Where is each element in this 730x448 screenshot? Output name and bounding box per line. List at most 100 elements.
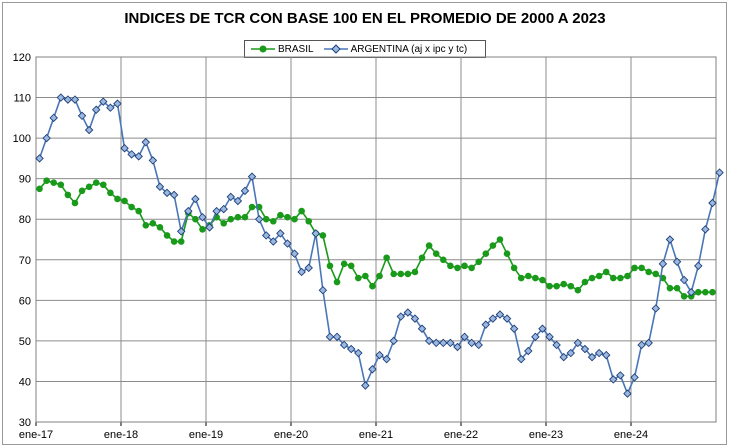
data-point-brasil: [702, 288, 709, 296]
data-point-brasil: [135, 207, 143, 215]
data-point-brasil: [277, 211, 284, 219]
y-tick-label: 80: [19, 214, 31, 226]
data-point-argentina: [679, 275, 689, 285]
data-point-argentina: [439, 338, 448, 348]
data-point-argentina: [254, 214, 264, 224]
legend-item-argentina: ARGENTINA (aj x ipc y tc): [323, 44, 467, 55]
data-point-argentina: [212, 206, 221, 216]
data-point-argentina: [630, 373, 639, 382]
data-point-brasil: [546, 282, 553, 290]
data-point-brasil: [36, 185, 43, 193]
data-point-brasil: [425, 242, 433, 249]
data-point-brasil: [291, 215, 298, 223]
data-point-brasil: [333, 278, 341, 286]
data-point-argentina: [261, 231, 271, 240]
data-point-brasil: [78, 187, 86, 195]
data-point-brasil: [234, 213, 242, 221]
data-point-argentina: [623, 389, 632, 398]
data-point-argentina: [524, 346, 533, 356]
data-point-argentina: [42, 133, 51, 143]
data-point-brasil: [560, 280, 568, 288]
data-point-argentina: [538, 324, 547, 333]
data-point-brasil: [694, 288, 702, 296]
data-point-brasil: [496, 236, 504, 243]
data-point-argentina: [594, 348, 604, 358]
data-point-argentina: [616, 371, 625, 380]
data-point-brasil: [92, 179, 100, 187]
data-point-brasil: [199, 226, 206, 233]
data-point-brasil: [468, 264, 475, 272]
data-point-brasil: [461, 262, 468, 270]
data-point-argentina: [431, 338, 441, 348]
data-point-argentina: [672, 257, 682, 267]
data-point-argentina: [56, 93, 66, 102]
data-point-argentina: [559, 352, 568, 362]
plot-border: [35, 56, 717, 423]
data-point-brasil: [617, 274, 624, 282]
data-point-brasil: [482, 250, 490, 257]
data-point-brasil: [121, 197, 128, 205]
data-point-brasil: [553, 282, 560, 290]
data-point-argentina: [70, 95, 80, 104]
y-tick-label: 60: [19, 295, 31, 307]
data-point-argentina: [63, 95, 73, 104]
data-point-argentina: [49, 113, 58, 123]
data-point-brasil: [50, 179, 58, 187]
legend-label-brasil: BRASIL: [278, 43, 314, 55]
data-point-brasil: [43, 177, 50, 184]
data-point-argentina: [127, 150, 136, 159]
data-point-brasil: [383, 254, 390, 262]
y-tick-label: 110: [13, 93, 31, 105]
data-point-argentina: [495, 310, 505, 319]
data-point-brasil: [624, 272, 631, 280]
x-tick-label: ene-21: [359, 429, 393, 441]
data-point-argentina: [516, 354, 526, 364]
data-point-brasil: [397, 270, 405, 278]
data-point-argentina: [467, 338, 476, 348]
data-point-argentina: [120, 144, 129, 153]
data-point-argentina: [488, 314, 498, 323]
data-point-argentina: [609, 375, 618, 384]
data-point-brasil: [177, 238, 185, 245]
data-point-brasil: [574, 286, 582, 294]
data-point-brasil: [99, 181, 107, 189]
data-point-argentina: [361, 381, 370, 390]
data-point-argentina: [226, 192, 236, 202]
data-point-argentina: [601, 350, 611, 360]
data-point-argentina: [233, 196, 243, 206]
data-point-brasil: [142, 222, 150, 229]
data-point-argentina: [35, 154, 44, 163]
legend-item-brasil: BRASIL: [251, 44, 314, 55]
data-point-argentina: [382, 354, 391, 364]
data-point-brasil: [354, 274, 362, 282]
data-point-argentina: [106, 103, 115, 112]
data-point-brasil: [262, 215, 270, 223]
data-point-brasil: [128, 203, 135, 211]
y-tick-label: 50: [19, 336, 31, 348]
data-point-argentina: [566, 348, 576, 358]
data-point-brasil: [404, 270, 412, 278]
data-point-argentina: [155, 182, 165, 192]
x-tick-label: ene-20: [274, 429, 308, 441]
legend-swatch-argentina: [323, 44, 348, 54]
data-point-brasil: [602, 268, 610, 276]
data-point-argentina: [184, 206, 193, 216]
data-point-brasil: [192, 215, 199, 223]
data-point-argentina: [410, 314, 420, 323]
data-point-argentina: [417, 324, 427, 333]
data-point-brasil: [284, 213, 291, 221]
data-point-brasil: [248, 203, 256, 211]
data-point-argentina: [531, 332, 540, 342]
data-point-argentina: [481, 320, 491, 329]
data-point-argentina: [141, 137, 151, 147]
data-point-brasil: [418, 254, 426, 262]
data-point-argentina: [219, 204, 228, 214]
data-point-argentina: [134, 152, 143, 161]
data-point-argentina: [446, 338, 455, 348]
data-point-argentina: [148, 156, 158, 165]
data-point-brasil: [475, 258, 483, 266]
data-point-brasil: [305, 217, 313, 225]
data-point-argentina: [77, 111, 87, 121]
data-point-brasil: [107, 189, 114, 197]
chart-title: INDICES DE TCR CON BASE 100 EN EL PROMED…: [124, 10, 606, 27]
